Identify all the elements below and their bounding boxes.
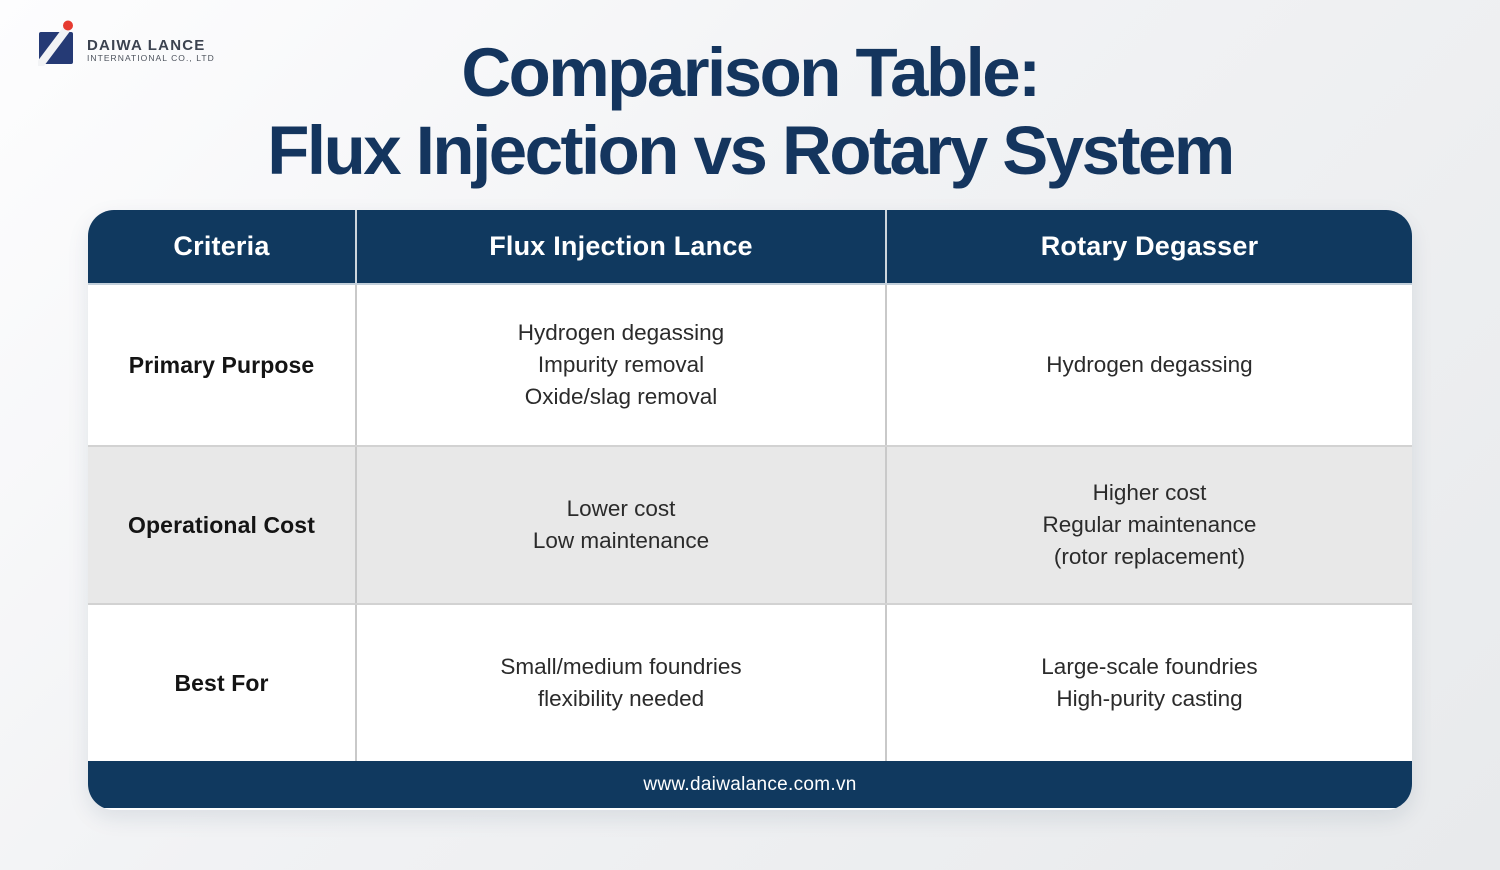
footer-bar: www.daiwalance.com.vn — [88, 761, 1412, 808]
logo-company-subtitle: INTERNATIONAL CO., LTD — [87, 53, 215, 63]
table-row-primary-purpose: Primary Purpose Hydrogen degassing Impur… — [88, 285, 1412, 445]
column-header-criteria: Criteria — [173, 231, 270, 261]
cell-line: High-purity casting — [1056, 686, 1243, 711]
row-label-cell: Primary Purpose — [88, 285, 355, 445]
cell-best-for-flux: Small/medium foundries flexibility neede… — [355, 605, 885, 761]
column-header-rotary-degasser: Rotary Degasser — [885, 210, 1412, 283]
cell-primary-purpose-flux: Hydrogen degassing Impurity removal Oxid… — [355, 285, 885, 445]
title-line-1: Comparison Table: — [461, 34, 1041, 111]
row-label: Operational Cost — [128, 511, 315, 538]
cell-line: Low maintenance — [532, 528, 710, 553]
cell-line: Hydrogen degassing — [517, 320, 725, 345]
column-header-flux-injection-lance: Flux Injection Lance — [355, 210, 885, 283]
page-title: Comparison Table: Flux Injection vs Rota… — [0, 34, 1500, 190]
cell-line: Impurity removal — [537, 352, 705, 377]
table-row-best-for: Best For Small/medium foundries flexibil… — [88, 605, 1412, 761]
cell-operational-cost-rotary: Higher cost Regular maintenance (rotor r… — [885, 447, 1412, 603]
row-label-cell: Best For — [88, 605, 355, 761]
cell-line: Lower cost — [566, 496, 676, 521]
cell-line: Hydrogen degassing — [1046, 352, 1253, 377]
cell-best-for-rotary: Large-scale foundries High-purity castin… — [885, 605, 1412, 761]
cell-line: Large-scale foundries — [1041, 654, 1258, 679]
cell-line: flexibility needed — [537, 686, 705, 711]
logo-text: DAIWA LANCE INTERNATIONAL CO., LTD — [87, 38, 215, 66]
cell-line: Regular maintenance — [1042, 512, 1257, 537]
cell-line: (rotor replacement) — [1053, 544, 1246, 569]
row-label-cell: Operational Cost — [88, 447, 355, 603]
comparison-table: Criteria Flux Injection Lance Rotary Deg… — [88, 210, 1412, 810]
cell-primary-purpose-rotary: Hydrogen degassing — [885, 285, 1412, 445]
table-row-operational-cost: Operational Cost Lower cost Low maintena… — [88, 445, 1412, 605]
cell-line: Small/medium foundries — [500, 654, 742, 679]
cell-line: Oxide/slag removal — [524, 384, 718, 409]
table-header-row: Criteria Flux Injection Lance Rotary Deg… — [88, 210, 1412, 285]
company-logo: DAIWA LANCE INTERNATIONAL CO., LTD — [38, 20, 215, 66]
title-line-2: Flux Injection vs Rotary System — [267, 112, 1235, 189]
daiwa-lance-logo-icon — [38, 20, 73, 66]
website-url: www.daiwalance.com.vn — [643, 773, 857, 795]
row-label: Primary Purpose — [128, 351, 315, 378]
cell-line: Higher cost — [1092, 480, 1207, 505]
cell-operational-cost-flux: Lower cost Low maintenance — [355, 447, 885, 603]
logo-company-name: DAIWA LANCE — [87, 37, 206, 54]
row-label: Best For — [174, 669, 269, 696]
